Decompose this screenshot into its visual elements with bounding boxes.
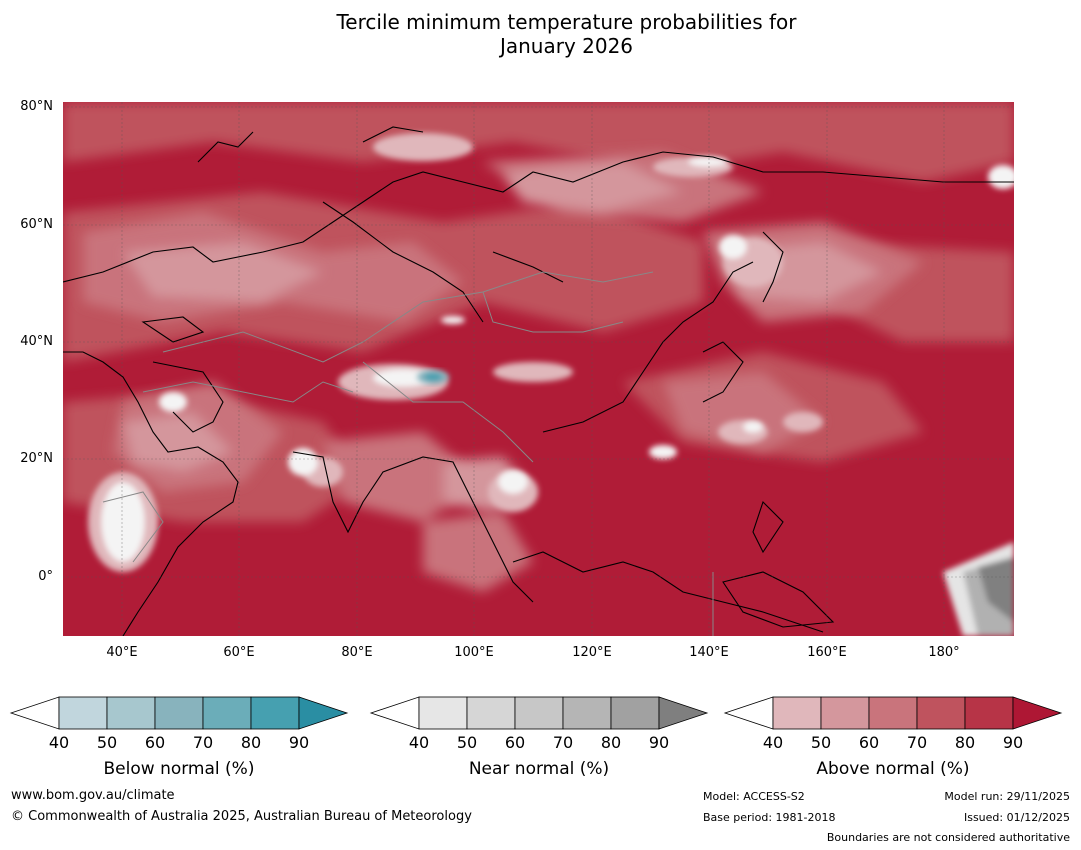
near-normal-tick-50: 50	[456, 733, 478, 752]
below-normal-swatch-4	[202, 696, 252, 730]
near-normal-tick-90: 90	[648, 733, 670, 752]
below-normal-legend	[9, 693, 349, 733]
below-normal-tick-90: 90	[288, 733, 310, 752]
lat-label-40n: 40°N	[20, 334, 53, 349]
lon-label-140e: 140°E	[689, 645, 729, 660]
lon-label-100e: 100°E	[454, 645, 494, 660]
below-normal-tick-50: 50	[96, 733, 118, 752]
lat-label-0: 0°	[38, 569, 53, 584]
near-normal-tick-70: 70	[552, 733, 574, 752]
website-link[interactable]: www.bom.gov.au/climate	[11, 788, 175, 803]
below-normal-patch	[417, 370, 449, 384]
above-normal-over-arrow	[1012, 696, 1063, 730]
above-normal-tick-80: 80	[954, 733, 976, 752]
lon-label-60e: 60°E	[223, 645, 255, 660]
lon-label-40e: 40°E	[106, 645, 138, 660]
lat-label-80n: 80°N	[20, 99, 53, 114]
above-normal-swatch-1	[772, 696, 822, 730]
below-normal-swatch-1	[58, 696, 108, 730]
below-normal-over-arrow	[298, 696, 349, 730]
near-normal-legend	[369, 693, 709, 733]
below-normal-tick-80: 80	[240, 733, 262, 752]
above-normal-legend-title: Above normal (%)	[816, 759, 970, 779]
above-normal-swatch-5	[964, 696, 1014, 730]
boundaries	[102, 271, 714, 636]
title-line-2: January 2026	[499, 34, 634, 58]
lat-label-60n: 60°N	[20, 217, 53, 232]
below-normal-tick-70: 70	[192, 733, 214, 752]
lon-label-80e: 80°E	[341, 645, 373, 660]
near-normal-tick-60: 60	[504, 733, 526, 752]
above-normal-legend	[723, 693, 1063, 733]
probability-map	[63, 102, 1014, 636]
near-normal-tick-80: 80	[600, 733, 622, 752]
lon-label-160e: 160°E	[807, 645, 847, 660]
lon-label-180: 180°	[928, 645, 960, 660]
copyright-text: © Commonwealth of Australia 2025, Austra…	[11, 809, 472, 824]
above-normal-tick-60: 60	[858, 733, 880, 752]
base-period-text: Base period: 1981-2018	[703, 811, 836, 824]
lat-label-20n: 20°N	[20, 451, 53, 466]
below-normal-swatch-5	[250, 696, 300, 730]
near-normal-over-arrow	[658, 696, 709, 730]
below-normal-legend-title: Below normal (%)	[103, 759, 255, 779]
above-normal-under-arrow	[723, 696, 774, 730]
above-normal-swatch-3	[868, 696, 918, 730]
below-normal-tick-40: 40	[48, 733, 70, 752]
title-line-1: Tercile minimum temperature probabilitie…	[336, 10, 797, 34]
above-normal-colorbar	[723, 696, 1063, 730]
below-normal-swatch-2	[106, 696, 156, 730]
above-normal-tick-70: 70	[906, 733, 928, 752]
below-normal-colorbar	[9, 696, 349, 730]
model-text: Model: ACCESS-S2	[703, 790, 805, 803]
below-normal-tick-60: 60	[144, 733, 166, 752]
above-normal-tick-50: 50	[810, 733, 832, 752]
above-normal-swatch-4	[916, 696, 966, 730]
near-normal-tick-40: 40	[408, 733, 430, 752]
near-normal-swatch-2	[466, 696, 516, 730]
near-normal-swatch-5	[610, 696, 660, 730]
map-title: Tercile minimum temperature probabilitie…	[0, 10, 1081, 58]
near-normal-colorbar	[369, 696, 709, 730]
above-normal-tick-90: 90	[1002, 733, 1024, 752]
gridlines	[63, 102, 1014, 636]
below-normal-swatch-3	[154, 696, 204, 730]
near-normal-swatch-3	[514, 696, 564, 730]
disclaimer-text: Boundaries are not considered authoritat…	[826, 831, 1070, 844]
near-normal-swatch-1	[418, 696, 468, 730]
lon-label-120e: 120°E	[572, 645, 612, 660]
below-normal-under-arrow	[9, 696, 60, 730]
above-normal-tick-40: 40	[762, 733, 784, 752]
above-normal-swatch-2	[820, 696, 870, 730]
near-normal-legend-title: Near normal (%)	[468, 759, 610, 779]
near-normal-swatch-4	[562, 696, 612, 730]
near-normal-under-arrow	[369, 696, 420, 730]
map-canvas	[63, 102, 1014, 636]
issued-text: Issued: 01/12/2025	[963, 811, 1070, 824]
model-run-text: Model run: 29/11/2025	[944, 790, 1070, 803]
